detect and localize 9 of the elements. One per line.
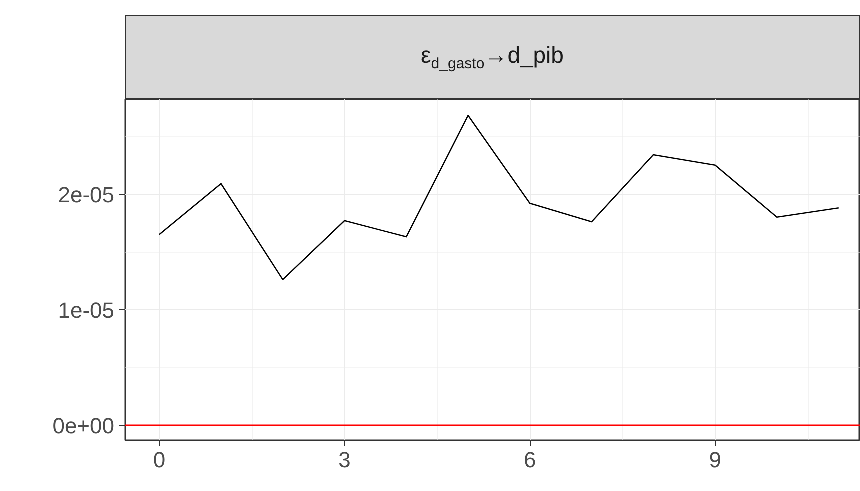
y-tick-label: 2e-05 <box>58 182 115 208</box>
x-tick-label: 0 <box>153 448 166 472</box>
y-tick-label: 0e+00 <box>52 413 115 438</box>
x-tick-label: 3 <box>338 448 351 472</box>
chart-title: ε$_{d_gasto}$→d_pib <box>421 40 564 75</box>
y-tick-label: 1e-05 <box>58 298 115 323</box>
x-tick-label: 9 <box>709 448 722 472</box>
x-tick-label: 6 <box>524 448 536 472</box>
line-series <box>158 115 840 280</box>
